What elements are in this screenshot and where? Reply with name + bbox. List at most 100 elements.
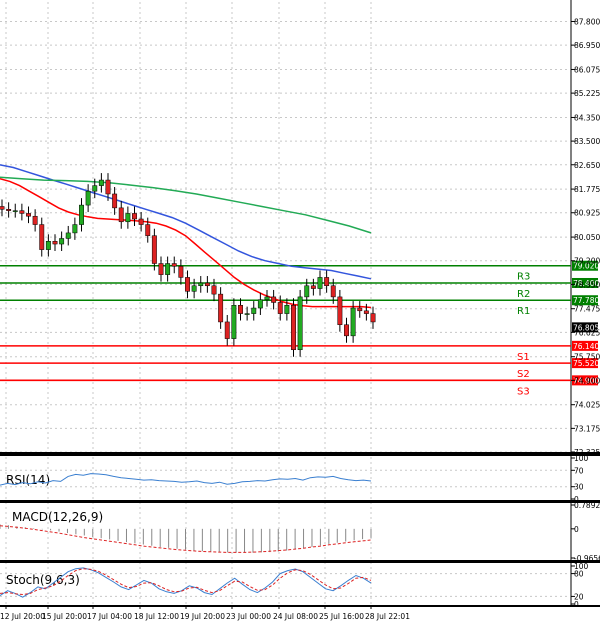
price-tick-label: 77.475	[574, 305, 600, 314]
rsi-tick-label: 100	[574, 454, 589, 463]
candle-up	[244, 313, 250, 315]
rsi-tick-label: 30	[574, 483, 584, 492]
candle-up	[264, 296, 270, 300]
level-price-label: 78.400	[573, 279, 599, 288]
candle-down	[138, 218, 144, 225]
level-name-s1: S1	[517, 352, 530, 363]
moving-averages	[0, 164, 372, 309]
time-tick-label: 12 Jul 20:00	[0, 612, 45, 621]
level-price-badge	[572, 358, 598, 369]
macd-tick-label: 0	[574, 525, 579, 534]
candle-down	[132, 213, 137, 220]
level-price-badge	[572, 340, 598, 351]
time-tick-label: 25 Jul 16:00	[319, 612, 364, 621]
time-tick-label: 24 Jul 08:00	[273, 612, 318, 621]
rsi-title: RSI(14)	[6, 473, 50, 487]
current-price-label: 76.805	[573, 323, 599, 332]
candle-up	[85, 190, 91, 206]
panel-separator	[0, 560, 600, 563]
time-tick-label: 15 Jul 20:00	[42, 612, 87, 621]
candle-down	[363, 310, 369, 314]
candle-up	[98, 179, 104, 186]
candle-down	[204, 282, 210, 287]
candle-down	[105, 179, 111, 195]
candle-down	[158, 263, 164, 275]
candle-down	[370, 313, 376, 323]
candle-up	[79, 204, 84, 225]
price-tick-label: 83.500	[574, 137, 600, 146]
level-price-label: 79.020	[573, 262, 599, 271]
candle-down	[357, 307, 363, 312]
candles	[0, 173, 376, 357]
macd-tick-label: 0.7892	[574, 501, 600, 510]
price-tick-label: 75.750	[574, 353, 600, 362]
panel-separator	[0, 605, 600, 607]
level-price-badge	[572, 260, 598, 271]
price-tick-label: 79.200	[574, 257, 600, 266]
time-tick-label: 17 Jul 04:00	[87, 612, 132, 621]
macd-panel: MACD(12,26,9) 0.7892 0 -0.9656	[0, 501, 600, 563]
stoch-tick-label: 0	[574, 600, 579, 609]
candle-up	[257, 299, 263, 309]
candle-up	[284, 304, 290, 314]
rsi-panel: RSI(14) 100 70 30 0	[0, 454, 589, 504]
time-tick-label: 23 Jul 00:00	[226, 612, 271, 621]
ma-line-1	[0, 164, 372, 280]
price-tick-label: 81.775	[574, 185, 600, 194]
macd-tick-label: -0.9656	[574, 554, 600, 563]
level-name-r3: R3	[517, 272, 530, 283]
rsi-line	[0, 473, 372, 486]
candle-up	[125, 213, 131, 223]
candle-up	[231, 304, 237, 339]
candle-down	[171, 263, 177, 267]
time-tick-label: 18 Jul 12:00	[134, 612, 179, 621]
candle-up	[198, 282, 204, 287]
candle-up	[317, 277, 323, 289]
level-price-label: 76.140	[573, 342, 599, 351]
candle-down	[238, 304, 243, 314]
time-tick-label: 28 Jul 22:01	[365, 612, 410, 621]
level-name-s3: S3	[517, 386, 530, 397]
price-tick-label: 82.650	[574, 161, 600, 170]
level-price-label: 74.900	[573, 376, 599, 385]
candle-down	[151, 235, 157, 264]
panel-separator	[0, 452, 600, 456]
candle-down	[324, 277, 330, 287]
stoch-k-line	[0, 567, 372, 598]
macd-signal-line	[0, 525, 372, 553]
stoch-tick-label: 20	[574, 592, 584, 601]
rsi-tick-label: 0	[574, 495, 579, 504]
stoch-d-line	[0, 568, 372, 596]
candle-up	[12, 210, 18, 212]
candle-up	[165, 263, 171, 275]
level-price-label: 77.780	[573, 296, 599, 305]
candle-down	[218, 293, 224, 323]
candle-down	[6, 209, 12, 211]
candle-up	[65, 232, 71, 239]
level-price-label: 75.520	[573, 359, 599, 368]
candle-up	[191, 285, 197, 292]
candle-down	[19, 210, 25, 214]
macd-title: MACD(12,26,9)	[12, 510, 103, 524]
stoch-tick-label: 100	[574, 562, 589, 571]
candle-down	[178, 266, 184, 278]
price-tick-label: 86.075	[574, 65, 600, 74]
price-tick-label: 85.225	[574, 89, 600, 98]
ma-line-0	[0, 177, 372, 309]
ma-line-2	[0, 176, 372, 234]
stoch-tick-label: 80	[574, 570, 584, 579]
price-axis: 87.800 86.950 86.075 85.225 84.350 83.500 82.6…	[571, 17, 600, 457]
price-tick-label: 76.625	[574, 328, 600, 337]
time-tick-label: 19 Jul 20:00	[180, 612, 225, 621]
level-price-badge	[572, 295, 598, 306]
candle-down	[39, 224, 45, 250]
price-tick-label: 74.900	[574, 376, 600, 385]
candle-down	[330, 285, 336, 298]
level-name-r1: R1	[517, 306, 530, 317]
candle-up	[350, 307, 356, 337]
candle-down	[337, 296, 343, 325]
panel-separator	[0, 500, 600, 503]
level-price-badge	[572, 277, 598, 288]
